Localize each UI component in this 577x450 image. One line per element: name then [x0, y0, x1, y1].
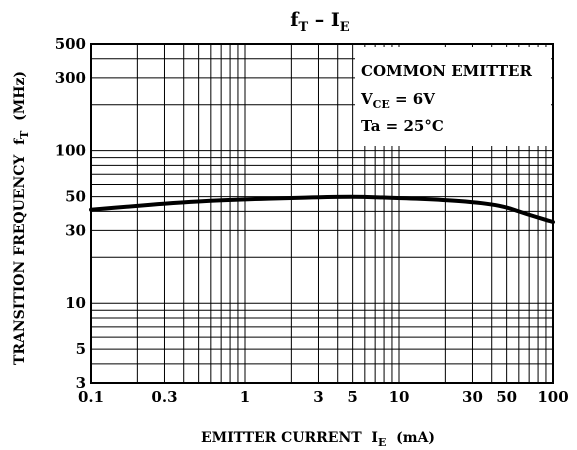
- x-tick-label: 0.1: [78, 388, 104, 406]
- title-second-sub: E: [340, 20, 350, 35]
- x-tick-label: 1: [240, 388, 250, 406]
- y-axis-label-text: TRANSITION FREQUENCY f: [12, 138, 28, 365]
- title-second: I: [331, 9, 340, 31]
- chart-title: fT – IE: [290, 9, 350, 35]
- title-main: f: [290, 9, 300, 31]
- tick-labels: 0.1 0.3 1 3 5 10 30 50 100 3 5 10 30 50 100 300 500: [55, 35, 569, 406]
- x-tick-label: 3: [313, 388, 323, 406]
- x-tick-label: 10: [389, 388, 410, 406]
- series-line: [89, 194, 556, 225]
- y-axis-label: TRANSITION FREQUENCY fT (MHz): [12, 71, 31, 365]
- annotation-box: [355, 47, 551, 146]
- y-tick-label: 10: [65, 294, 86, 312]
- annotation-line-2: VCE = 6V: [360, 90, 435, 111]
- annotation-line-3: Ta = 25°C: [361, 117, 444, 135]
- annotation-vce-value: = 6V: [390, 90, 435, 108]
- y-tick-label: 100: [55, 142, 86, 160]
- x-tick-label: 50: [496, 388, 517, 406]
- y-axis-label-sub: T: [18, 130, 31, 139]
- x-axis-label-sub: E: [378, 436, 386, 449]
- title-main-sub: T: [298, 20, 308, 35]
- x-axis-label: EMITTER CURRENT IE (mA): [201, 430, 435, 449]
- x-axis-label-unit: (mA): [386, 430, 435, 446]
- y-tick-label: 300: [55, 69, 86, 87]
- x-tick-label: 100: [537, 388, 568, 406]
- title-sep: –: [308, 9, 331, 31]
- y-tick-label: 3: [76, 374, 86, 392]
- x-tick-label: 0.3: [151, 388, 177, 406]
- y-tick-label: 50: [65, 188, 86, 206]
- annotation-vce-sub: CE: [373, 98, 390, 111]
- x-tick-label: 30: [462, 388, 483, 406]
- annotation-line-1: COMMON EMITTER: [361, 62, 532, 80]
- y-tick-label: 500: [55, 35, 86, 53]
- y-tick-label: 5: [76, 340, 86, 358]
- y-axis-label-unit: (MHz): [12, 71, 28, 131]
- y-tick-label: 30: [65, 221, 86, 239]
- annotation-vce: V: [360, 90, 373, 108]
- plot-frame: [90, 43, 554, 384]
- x-tick-label: 5: [347, 388, 357, 406]
- x-axis-label-text: EMITTER CURRENT I: [201, 430, 378, 446]
